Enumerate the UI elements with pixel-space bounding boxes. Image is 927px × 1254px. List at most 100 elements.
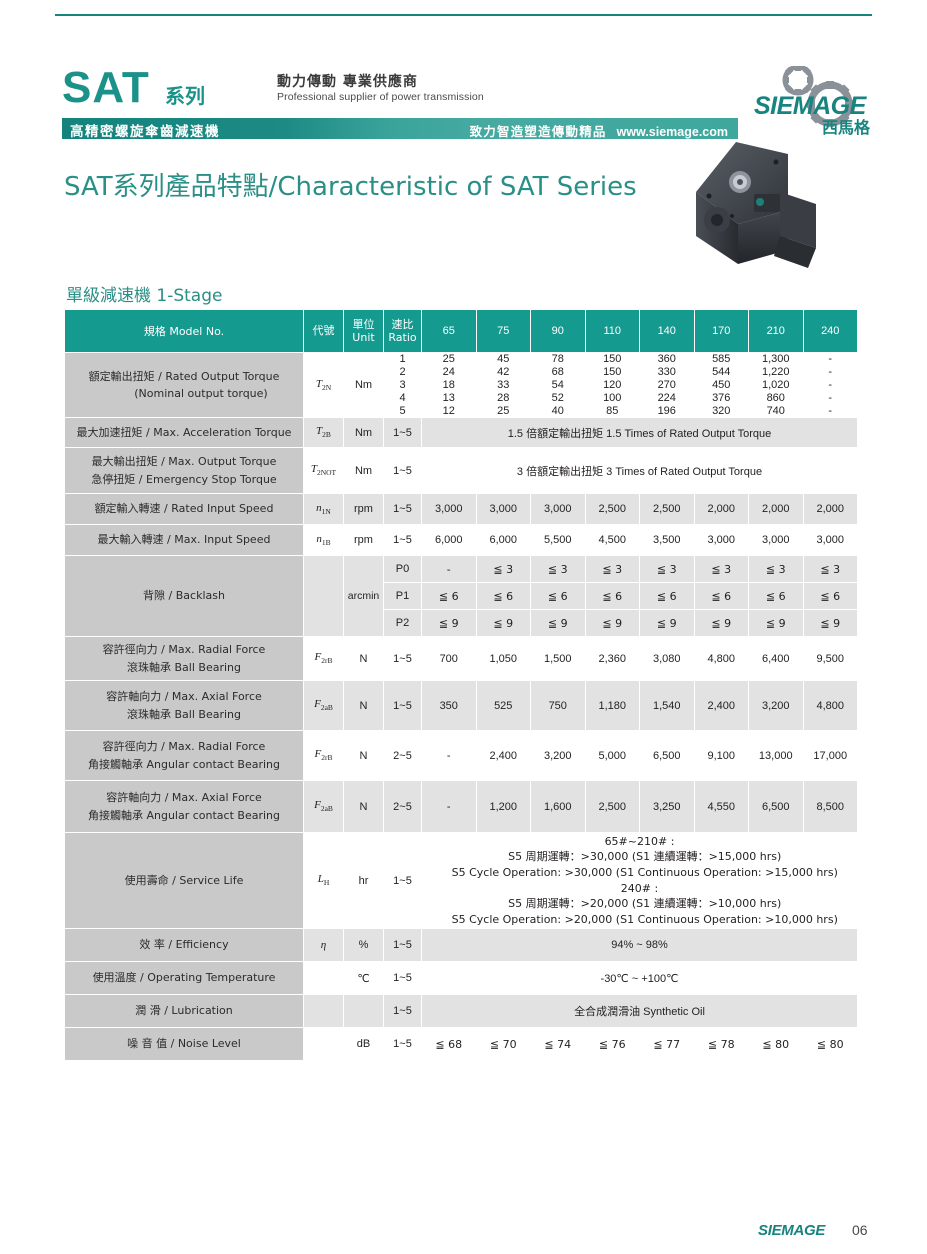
th-unit-en: Unit bbox=[352, 331, 375, 344]
value-cell: 9,500 bbox=[802, 636, 858, 681]
value-cell: 5,000 bbox=[584, 730, 640, 781]
value-cell: 2,000 bbox=[748, 493, 804, 525]
unit-cell: N bbox=[343, 636, 384, 681]
row-label-operating-temperature: 使用溫度 / Operating Temperature bbox=[64, 961, 304, 995]
value-cell: 1,020 bbox=[748, 378, 804, 392]
th-ratio: 速比 Ratio bbox=[383, 309, 422, 353]
value-cell: ≦ 80 bbox=[802, 1027, 858, 1061]
unit-backlash: arcmin bbox=[343, 555, 384, 637]
row-label-radial-force-angular: 容許徑向力 / Max. Radial Force 角接觸軸承 Angular … bbox=[64, 730, 304, 781]
value-cell: ≦ 6 bbox=[748, 582, 804, 610]
value-cell: 224 bbox=[639, 391, 695, 405]
value-cell: ≦ 3 bbox=[693, 555, 749, 583]
footer-page-number: 06 bbox=[852, 1222, 868, 1238]
ratio-cell: 3 bbox=[383, 378, 422, 392]
value-cell: - bbox=[802, 365, 858, 379]
table-row-rated-input-speed: 額定輸入轉速 / Rated Input Speed n1N rpm 1~5 3… bbox=[64, 493, 858, 525]
symbol-lubrication bbox=[303, 994, 344, 1028]
slogan-chinese: 動力傳動 專業供應商 bbox=[277, 74, 418, 90]
table-row-backlash-p2: P2 ≦ 9 ≦ 9 ≦ 9 ≦ 9 ≦ 9 ≦ 9 ≦ 9 ≦ 9 bbox=[65, 609, 858, 637]
value-cell: ≦ 9 bbox=[421, 609, 477, 637]
ratio-cell: 1 bbox=[383, 352, 422, 366]
unit-cell: dB bbox=[343, 1027, 384, 1061]
value-cell: 2,400 bbox=[475, 730, 531, 781]
value-cell: 450 bbox=[693, 378, 749, 392]
unit-cell: N bbox=[343, 780, 384, 833]
value-cell: 1,600 bbox=[530, 780, 586, 833]
unit-cell bbox=[343, 994, 384, 1028]
value-cell: 3,000 bbox=[802, 524, 858, 556]
value-cell: 2,500 bbox=[639, 493, 695, 525]
table-row-axial-force-ball-bearing: 容許軸向力 / Max. Axial Force 滾珠軸承 Ball Beari… bbox=[64, 680, 858, 731]
value-cell: ≦ 3 bbox=[802, 555, 858, 583]
value-cell: ≦ 77 bbox=[639, 1027, 695, 1061]
slogan-english: Professional supplier of power transmiss… bbox=[277, 91, 484, 103]
symbol-base: T bbox=[316, 425, 323, 438]
th-model-140: 140 bbox=[639, 309, 695, 353]
unit-cell: rpm bbox=[343, 524, 384, 556]
table-row-backlash-p1: P1 ≦ 6 ≦ 6 ≦ 6 ≦ 6 ≦ 6 ≦ 6 ≦ 6 ≦ 6 bbox=[65, 582, 858, 610]
ratio-cell: 2~5 bbox=[383, 730, 422, 781]
value-cell: 120 bbox=[584, 378, 640, 392]
value-cell: 1,200 bbox=[475, 780, 531, 833]
unit-cell: ℃ bbox=[343, 961, 384, 995]
value-span-cell: 94% ~ 98% bbox=[421, 928, 858, 962]
value-cell: ≦ 6 bbox=[693, 582, 749, 610]
band-website-url[interactable]: www.siemage.com bbox=[616, 125, 728, 139]
value-cell: 1,500 bbox=[530, 636, 586, 681]
symbol-axial-force-ball: F2aB bbox=[303, 680, 344, 731]
row-label-service-life: 使用壽命 / Service Life bbox=[64, 832, 304, 929]
symbol-max-input-speed: n1B bbox=[303, 524, 344, 556]
value-cell: 100 bbox=[584, 391, 640, 405]
value-cell: ≦ 9 bbox=[693, 609, 749, 637]
value-cell: 12 bbox=[421, 404, 477, 418]
th-model-no: 規格 Model No. bbox=[64, 309, 304, 353]
ratio-cell: P0 bbox=[383, 555, 422, 583]
symbol-radial-force-ball: F2rB bbox=[303, 636, 344, 681]
symbol-axial-force-angular: F2aB bbox=[303, 780, 344, 833]
value-span-cell: 3 倍額定輸出扭矩 3 Times of Rated Output Torque bbox=[421, 447, 858, 494]
value-cell: ≦ 78 bbox=[693, 1027, 749, 1061]
value-cell: 3,000 bbox=[475, 493, 531, 525]
table-row-noise-level: 噪 音 值 / Noise Level dB 1~5 ≦ 68 ≦ 70 ≦ 7… bbox=[64, 1027, 858, 1061]
top-divider bbox=[55, 14, 872, 16]
symbol-radial-force-angular: F2rB bbox=[303, 730, 344, 781]
value-cell: ≦ 9 bbox=[584, 609, 640, 637]
value-cell: - bbox=[421, 780, 477, 833]
unit-cell: % bbox=[343, 928, 384, 962]
table-row-lubrication: 潤 滑 / Lubrication 1~5 全合成潤滑油 Synthetic O… bbox=[64, 994, 858, 1028]
th-ratio-en: Ratio bbox=[388, 331, 417, 344]
symbol-service-life: LH bbox=[303, 832, 344, 929]
value-cell: 585 bbox=[693, 352, 749, 366]
th-unit-cn: 單位 bbox=[352, 317, 375, 331]
label-line-2: 急停扭矩 / Emergency Stop Torque bbox=[91, 472, 277, 486]
symbol-rated-output-torque: T2N bbox=[303, 352, 344, 418]
value-cell: 3,000 bbox=[421, 493, 477, 525]
th-unit: 單位 Unit bbox=[343, 309, 384, 353]
band-product-name: 高精密螺旋傘齒減速機 bbox=[70, 124, 220, 140]
symbol-subscript: H bbox=[323, 878, 330, 888]
th-model-90: 90 bbox=[530, 309, 586, 353]
value-cell: 740 bbox=[748, 404, 804, 418]
unit-cell: Nm bbox=[343, 447, 384, 494]
value-cell: 2,400 bbox=[693, 680, 749, 731]
th-model-110: 110 bbox=[584, 309, 640, 353]
row-label-axial-force-ball: 容許軸向力 / Max. Axial Force 滾珠軸承 Ball Beari… bbox=[64, 680, 304, 731]
row-label-noise-level: 噪 音 值 / Noise Level bbox=[64, 1027, 304, 1061]
unit-cell: N bbox=[343, 730, 384, 781]
value-cell: 544 bbox=[693, 365, 749, 379]
table-row-service-life: 使用壽命 / Service Life LH hr 1~5 65#~210# :… bbox=[64, 832, 858, 929]
symbol-base: T bbox=[315, 377, 322, 390]
ratio-cell: 1~5 bbox=[383, 1027, 422, 1061]
symbol-base: F bbox=[314, 698, 321, 711]
value-cell: ≦ 80 bbox=[748, 1027, 804, 1061]
value-cell: 6,400 bbox=[748, 636, 804, 681]
label-line-2: 滾珠軸承 Ball Bearing bbox=[127, 707, 241, 721]
label-line-1: 容許徑向力 / Max. Radial Force bbox=[102, 740, 266, 754]
symbol-base: n bbox=[316, 501, 322, 514]
value-cell: ≦ 6 bbox=[802, 582, 858, 610]
table-row-operating-temperature: 使用溫度 / Operating Temperature ℃ 1~5 -30℃ … bbox=[64, 961, 858, 995]
symbol-subscript: 1N bbox=[321, 507, 331, 517]
value-cell: 24 bbox=[421, 365, 477, 379]
ratio-cell: 1~5 bbox=[383, 961, 422, 995]
